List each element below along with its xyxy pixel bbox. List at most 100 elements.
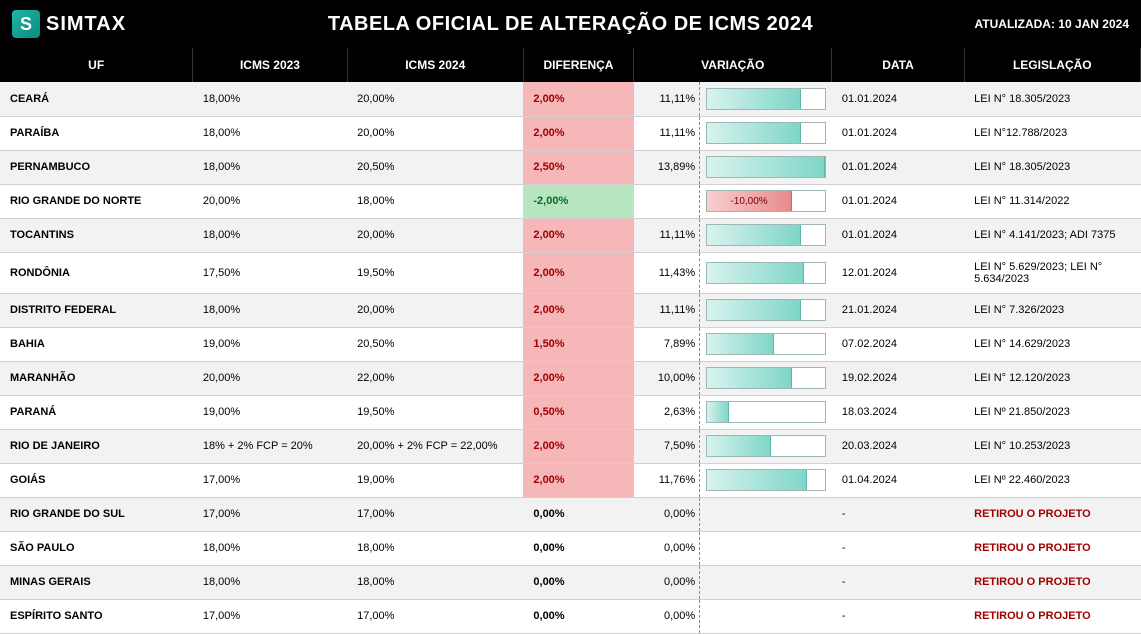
cell-variation-bar [700,565,832,599]
cell-diff: 2,00% [523,116,633,150]
bar-wrap [706,122,826,144]
cell-icms2024: 19,50% [347,252,523,293]
cell-variation-text: 0,00% [634,599,700,633]
table-row: DISTRITO FEDERAL18,00%20,00%2,00%11,11%2… [0,293,1141,327]
cell-date: 19.02.2024 [832,361,964,395]
cell-uf: BAHIA [0,327,193,361]
cell-icms2024: 18,00% [347,184,523,218]
cell-variation-text: 7,89% [634,327,700,361]
cell-diff: 0,00% [523,531,633,565]
bar-wrap [706,367,826,389]
cell-icms2023: 18% + 2% FCP = 20% [193,429,347,463]
cell-variation-text: 0,00% [634,565,700,599]
bar-fill-positive [707,470,807,490]
bar-fill-positive [707,157,825,177]
cell-uf: PERNAMBUCO [0,150,193,184]
cell-date: 01.01.2024 [832,116,964,150]
cell-variation-bar [700,599,832,633]
cell-uf: RIO DE JANEIRO [0,429,193,463]
cell-uf: RIO GRANDE DO NORTE [0,184,193,218]
cell-icms2023: 17,00% [193,599,347,633]
table-row: RIO GRANDE DO NORTE20,00%18,00%-2,00%-10… [0,184,1141,218]
cell-date: 01.04.2024 [832,463,964,497]
cell-legislation: LEI N° 10.253/2023 [964,429,1140,463]
cell-uf: CEARÁ [0,82,193,116]
cell-legislation: LEI N° 7.326/2023 [964,293,1140,327]
col-date: DATA [832,48,964,82]
cell-variation-bar [700,327,832,361]
col-icms2024: ICMS 2024 [347,48,523,82]
cell-variation-text: 11,11% [634,116,700,150]
table-row: PERNAMBUCO18,00%20,50%2,50%13,89%01.01.2… [0,150,1141,184]
cell-diff: 2,50% [523,150,633,184]
cell-variation-text: 13,89% [634,150,700,184]
cell-diff: 1,50% [523,327,633,361]
bar-wrap [706,401,826,423]
cell-diff: 2,00% [523,252,633,293]
page-title: TABELA OFICIAL DE ALTERAÇÃO DE ICMS 2024 [192,13,949,36]
table-row: SÃO PAULO18,00%18,00%0,00%0,00%-RETIROU … [0,531,1141,565]
cell-date: 01.01.2024 [832,82,964,116]
cell-variation-text: 11,76% [634,463,700,497]
cell-uf: MINAS GERAIS [0,565,193,599]
cell-variation-text [634,184,700,218]
cell-legislation: LEI Nº 21.850/2023 [964,395,1140,429]
col-icms2023: ICMS 2023 [193,48,347,82]
cell-diff: -2,00% [523,184,633,218]
cell-variation-bar [700,429,832,463]
logo: S SIMTAX [12,10,192,38]
bar-fill-positive [707,334,774,354]
col-legislation: LEGISLAÇÃO [964,48,1140,82]
cell-date: - [832,565,964,599]
cell-uf: PARAÍBA [0,116,193,150]
cell-icms2023: 17,00% [193,497,347,531]
cell-icms2024: 20,50% [347,150,523,184]
cell-icms2023: 18,00% [193,82,347,116]
table-row: RIO GRANDE DO SUL17,00%17,00%0,00%0,00%-… [0,497,1141,531]
bar-wrap [706,299,826,321]
table-row: ESPÍRITO SANTO17,00%17,00%0,00%0,00%-RET… [0,599,1141,633]
logo-text: SIMTAX [46,13,126,36]
icms-table: UF ICMS 2023 ICMS 2024 DIFERENÇA VARIAÇÃ… [0,48,1141,634]
cell-diff: 2,00% [523,361,633,395]
cell-uf: TOCANTINS [0,218,193,252]
cell-variation-text: 7,50% [634,429,700,463]
cell-date: 01.01.2024 [832,184,964,218]
bar-wrap [706,224,826,246]
cell-legislation: LEI Nº 22.460/2023 [964,463,1140,497]
cell-legislation: LEI N° 4.141/2023; ADI 7375 [964,218,1140,252]
cell-legislation: RETIROU O PROJETO [964,497,1140,531]
cell-icms2024: 20,00% + 2% FCP = 22,00% [347,429,523,463]
bar-fill-positive [707,123,801,143]
cell-diff: 2,00% [523,429,633,463]
cell-legislation: LEI N°12.788/2023 [964,116,1140,150]
bar-fill-positive [707,300,801,320]
cell-legislation: RETIROU O PROJETO [964,531,1140,565]
cell-variation-bar [700,150,832,184]
cell-legislation: LEI N° 18.305/2023 [964,150,1140,184]
cell-uf: RONDÔNIA [0,252,193,293]
cell-uf: PARANÁ [0,395,193,429]
cell-legislation: RETIROU O PROJETO [964,599,1140,633]
bar-wrap [706,156,826,178]
cell-icms2024: 20,00% [347,116,523,150]
bar-wrap: -10,00% [706,190,826,212]
cell-date: 18.03.2024 [832,395,964,429]
cell-icms2024: 19,00% [347,463,523,497]
cell-variation-bar: -10,00% [700,184,832,218]
cell-icms2024: 20,00% [347,82,523,116]
cell-legislation: LEI N° 5.629/2023; LEI N° 5.634/2023 [964,252,1140,293]
cell-diff: 2,00% [523,218,633,252]
cell-legislation: LEI N° 18.305/2023 [964,82,1140,116]
cell-icms2023: 17,50% [193,252,347,293]
col-uf: UF [0,48,193,82]
cell-variation-text: 0,00% [634,531,700,565]
cell-variation-bar [700,82,832,116]
bar-fill-positive [707,225,801,245]
cell-variation-bar [700,531,832,565]
cell-diff: 0,00% [523,497,633,531]
cell-legislation: LEI N° 11.314/2022 [964,184,1140,218]
cell-legislation: LEI N° 14.629/2023 [964,327,1140,361]
cell-diff: 2,00% [523,82,633,116]
cell-legislation: RETIROU O PROJETO [964,565,1140,599]
